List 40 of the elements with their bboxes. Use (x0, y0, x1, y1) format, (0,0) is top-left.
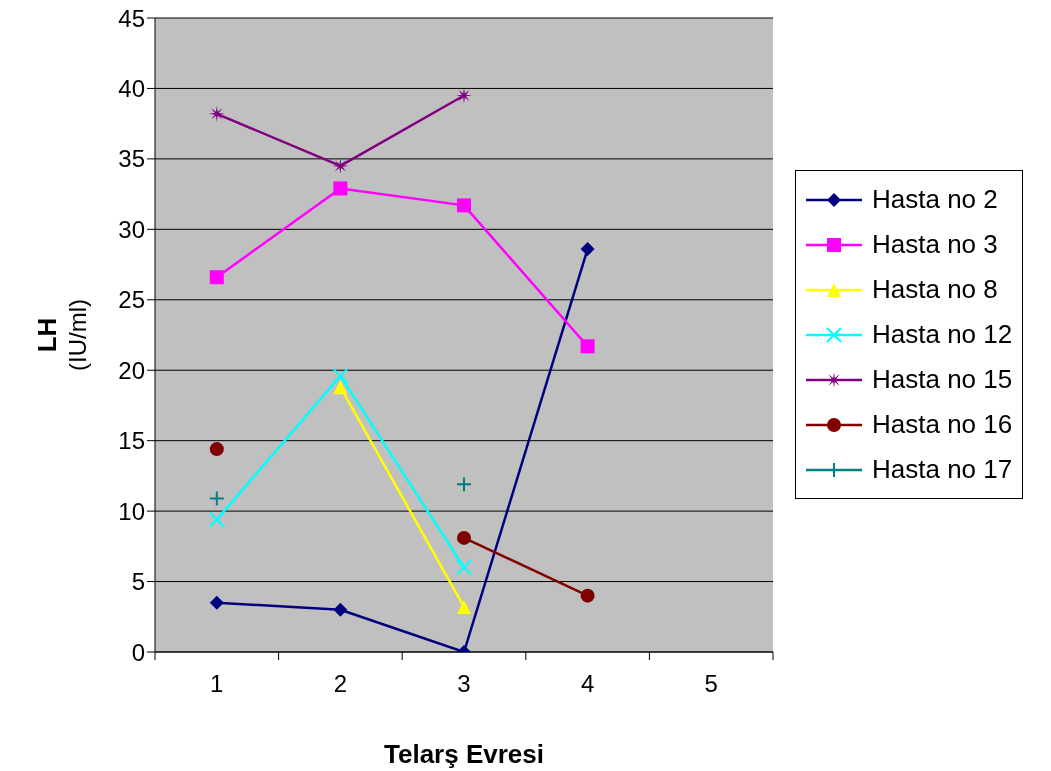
x-tick-label: 5 (704, 670, 718, 697)
legend-label: Hasta no 16 (872, 409, 1013, 440)
legend-label: Hasta no 8 (872, 274, 998, 305)
point (209, 595, 224, 610)
point (580, 339, 595, 354)
x-tick-label: 3 (457, 670, 471, 697)
point (333, 181, 348, 196)
point (333, 602, 348, 617)
legend-label: Hasta no 15 (872, 364, 1013, 395)
y-tick-label: 10 (118, 497, 145, 525)
y-tick-label: 20 (118, 356, 145, 384)
point (456, 559, 472, 576)
point (332, 367, 349, 384)
y-axis-title: LH (IU/ml) (32, 299, 91, 371)
legend-label: Hasta no 12 (872, 319, 1013, 350)
point (209, 491, 224, 506)
y-tick-label: 25 (118, 286, 145, 314)
legend-label: Hasta no 2 (872, 184, 998, 215)
x-tick-label: 2 (333, 670, 348, 697)
y-tick-label: 5 (131, 568, 145, 596)
x-axis-title: Telarş Evresi (384, 739, 544, 769)
point (209, 442, 224, 457)
y-tick-label: 0 (131, 638, 145, 666)
point (580, 242, 595, 257)
point (457, 198, 471, 213)
point (457, 477, 471, 492)
legend-label: Hasta no 17 (872, 454, 1013, 485)
x-tick-label: 4 (580, 670, 595, 697)
y-tick-label: 30 (118, 215, 145, 243)
point (208, 511, 225, 528)
y-tick-label: 35 (118, 145, 145, 173)
point (209, 270, 224, 285)
point (457, 530, 471, 545)
y-tick-label: 45 (118, 4, 145, 32)
y-tick-label: 40 (118, 74, 145, 102)
point (208, 105, 225, 122)
point (580, 588, 595, 603)
legend-label: Hasta no 3 (872, 229, 998, 260)
y-tick-label: 15 (118, 427, 145, 455)
x-tick-label: 1 (210, 670, 224, 697)
